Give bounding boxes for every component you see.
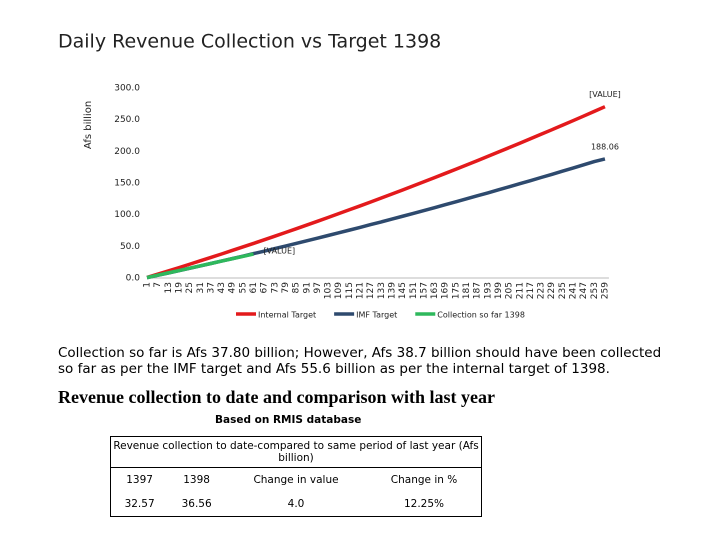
column-header: Change in %: [367, 467, 482, 492]
x-tick-label: 223: [537, 282, 547, 299]
x-tick-label: 67: [260, 282, 270, 293]
x-tick-label: 115: [345, 282, 355, 299]
cell: 4.0: [225, 492, 367, 517]
x-tick-label: 1: [143, 282, 153, 288]
y-tick-label: 100.0: [114, 210, 140, 220]
x-tick-label: 175: [451, 282, 461, 299]
x-tick-label: 91: [302, 282, 312, 293]
x-tick-label: 247: [579, 282, 589, 299]
x-tick-label: 79: [281, 282, 291, 294]
chart-title: Daily Revenue Collection vs Target 1398: [58, 31, 441, 53]
x-tick-label: 205: [505, 282, 515, 299]
x-tick-label: 49: [228, 282, 238, 294]
x-tick-label: 193: [483, 282, 493, 299]
x-tick-label: 103: [324, 282, 334, 299]
x-tick-label: 55: [238, 282, 248, 293]
chart: Daily Revenue Collection vs Target 1398 …: [58, 31, 621, 320]
x-tick-label: 187: [473, 282, 483, 299]
x-tick-label: 127: [366, 282, 376, 299]
cell: 12.25%: [367, 492, 482, 517]
series-line: [146, 157, 606, 280]
x-tick-label: 43: [217, 282, 227, 293]
x-tick-label: 235: [558, 282, 568, 299]
x-tick-label: 157: [419, 282, 429, 299]
y-tick-label: 250.0: [114, 115, 140, 125]
data-label: [VALUE]: [264, 247, 296, 256]
column-header: 1398: [183, 474, 210, 486]
x-tick-label: 259: [600, 282, 610, 299]
x-tick-label: 217: [526, 282, 536, 299]
legend-label: IMF Target: [356, 311, 397, 320]
x-tick-label: 37: [206, 282, 216, 293]
section-title: Revenue collection to date and compariso…: [58, 387, 495, 407]
x-tick-label: 145: [398, 282, 408, 299]
series-line: [146, 252, 254, 280]
x-tick-label: 163: [430, 282, 440, 299]
table-caption: Revenue collection to date-compared to s…: [110, 436, 482, 468]
column-header: Change in value: [253, 474, 339, 486]
note: Collection so far is Afs 37.80 billion; …: [58, 345, 662, 377]
data-label: [VALUE]: [589, 90, 621, 99]
x-tick-label: 61: [249, 282, 259, 293]
x-tick-label: 133: [377, 282, 387, 299]
x-tick-label: 13: [164, 282, 174, 293]
source: Based on RMIS database: [215, 414, 362, 426]
y-tick-label: 150.0: [114, 179, 140, 189]
series-line: [146, 105, 606, 280]
table: Revenue collection to date-compared to s…: [110, 436, 482, 517]
x-tick-label: 211: [515, 282, 525, 299]
x-tick-label: 181: [462, 282, 472, 299]
x-tick-label: 151: [409, 282, 419, 299]
x-tick-label: 121: [356, 282, 366, 299]
x-tick-label: 85: [292, 282, 302, 293]
y-tick-label: 50.0: [120, 242, 140, 252]
y-tick-label: 200.0: [114, 147, 140, 157]
legend-label: Internal Target: [258, 311, 316, 320]
x-tick-label: 31: [196, 282, 206, 293]
y-tick-label: 300.0: [114, 84, 140, 94]
x-tick-label: 199: [494, 282, 504, 299]
x-tick-label: 7: [153, 282, 163, 288]
cell: 32.57: [110, 492, 169, 517]
x-tick-label: 229: [547, 282, 557, 299]
x-tick-label: 19: [174, 282, 184, 294]
column-header: 1397: [110, 467, 169, 492]
x-tick-label: 25: [185, 282, 195, 293]
legend-label: Collection so far 1398: [437, 311, 525, 320]
x-tick-label: 253: [590, 282, 600, 299]
data-label: 188.06: [591, 142, 619, 151]
x-tick-label: 97: [313, 282, 323, 293]
x-tick-label: 139: [387, 282, 397, 299]
x-tick-label: 73: [270, 282, 280, 293]
y-axis-label: Afs billion: [83, 101, 94, 149]
x-tick-label: 241: [569, 282, 579, 299]
x-tick-label: 169: [441, 282, 451, 299]
x-tick-label: 109: [334, 282, 344, 299]
cell: 36.56: [168, 492, 226, 517]
y-tick-label: 0.0: [126, 274, 141, 284]
